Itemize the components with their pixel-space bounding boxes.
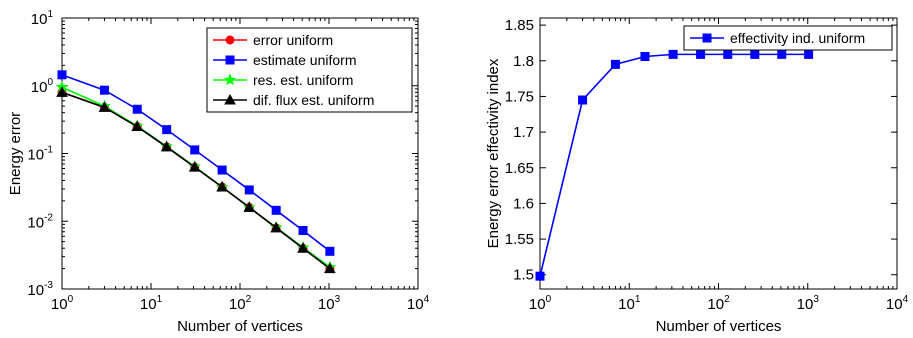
x-tick-label: 100	[529, 294, 552, 313]
legend-label: error uniform	[253, 32, 333, 48]
legend-marker	[225, 55, 235, 65]
data-point	[244, 185, 254, 195]
series-1	[57, 87, 335, 274]
series-line	[61, 86, 331, 268]
legend-entry: dif. flux est. uniform	[213, 92, 374, 108]
y-tick-label: 1.8	[513, 53, 534, 70]
data-point	[217, 165, 227, 175]
data-point	[271, 205, 281, 215]
y-axis: 10-3 10-2 10-1 100 101	[27, 9, 418, 299]
legend-marker	[225, 35, 235, 45]
x-tick-label: 103	[797, 294, 820, 313]
x-tick-label: 100	[51, 294, 74, 313]
x-tick-label: 104	[886, 294, 909, 313]
data-point	[324, 262, 336, 274]
series-line	[61, 91, 331, 270]
x-axis: 100 101 102 103 104	[51, 18, 430, 313]
x-tick-label: 101	[618, 294, 641, 313]
data-point	[56, 86, 68, 97]
y-tick-label: 1.7	[513, 124, 534, 141]
data-point	[57, 70, 67, 80]
y-axis: 1.5 1.55 1.6 1.65 1.7 1.75 1.8 1.85	[505, 17, 897, 284]
legend-marker	[223, 73, 237, 86]
plot-area	[539, 17, 898, 290]
legend-label: res. est. uniform	[253, 72, 353, 88]
data-point	[270, 221, 283, 233]
series-4	[56, 86, 336, 274]
legend: error uniform estimate uniform res. est. u…	[206, 27, 413, 113]
data-point	[190, 145, 200, 155]
y-tick-label: 1.5	[513, 267, 534, 284]
y-tick-label: 10-1	[27, 145, 53, 164]
data-point	[610, 59, 620, 69]
data-point	[723, 49, 733, 59]
data-point	[298, 226, 308, 236]
legend-label: estimate uniform	[253, 52, 356, 68]
x-tick-label: 104	[407, 294, 430, 313]
data-point	[640, 52, 650, 62]
x-tick-label: 102	[229, 294, 252, 313]
series-1	[535, 49, 814, 281]
data-point	[804, 49, 814, 59]
x-axis-label: Number of vertices	[656, 318, 782, 335]
series-line	[61, 74, 331, 252]
legend-entry: res. est. uniform	[213, 72, 353, 88]
legend-entry: effectivity ind. uniform	[690, 30, 865, 46]
data-point	[98, 101, 111, 112]
series-2	[57, 70, 335, 256]
y-tick-label: 10-2	[27, 212, 53, 231]
series-line	[61, 91, 331, 270]
chart-energy-error: 100 101 102 103 104 10-3 10-2 10-1 100 101 Number …	[7, 9, 430, 335]
data-point	[535, 271, 545, 281]
data-point	[777, 49, 787, 59]
data-point	[696, 49, 706, 59]
x-axis: 100 101 102 103 104	[529, 18, 909, 313]
legend-entry: error uniform	[213, 32, 333, 48]
y-tick-label: 10-3	[27, 280, 53, 299]
data-point	[325, 246, 335, 256]
data-point	[297, 242, 309, 253]
y-tick-label: 1.6	[513, 195, 534, 212]
legend-marker	[702, 33, 712, 43]
x-tick-label: 101	[140, 294, 163, 313]
y-tick-label: 101	[31, 9, 54, 28]
y-axis-label: Energy error	[7, 112, 24, 195]
y-axis-label: Energy error effectivity index	[485, 58, 502, 248]
y-tick-label: 100	[31, 77, 54, 96]
legend-entry: estimate uniform	[213, 52, 356, 68]
x-tick-label: 103	[318, 294, 341, 313]
x-tick-label: 102	[707, 294, 730, 313]
data-point	[578, 95, 588, 105]
y-tick-label: 1.85	[505, 17, 534, 34]
data-point	[750, 49, 760, 59]
legend-box	[206, 27, 413, 113]
legend-label: dif. flux est. uniform	[253, 92, 374, 108]
data-point	[243, 201, 256, 212]
data-point	[99, 85, 109, 95]
data-point	[216, 180, 228, 192]
legend-marker	[224, 93, 236, 105]
data-point	[188, 161, 201, 172]
y-tick-label: 1.55	[505, 231, 534, 248]
data-point	[160, 140, 173, 152]
series-line	[539, 53, 809, 277]
data-point	[132, 104, 142, 114]
y-tick-label: 1.75	[505, 88, 534, 105]
legend-label: effectivity ind. uniform	[730, 30, 865, 46]
data-point	[131, 120, 144, 132]
legend: effectivity ind. uniform	[683, 25, 893, 51]
data-point	[162, 125, 172, 135]
y-tick-label: 1.65	[505, 160, 534, 177]
chart-effectivity-index: 100 101 102 103 1041.51.551.61.651.71.751.81…	[485, 17, 909, 335]
data-point	[668, 49, 678, 59]
x-axis-label: Number of vertices	[177, 318, 303, 335]
